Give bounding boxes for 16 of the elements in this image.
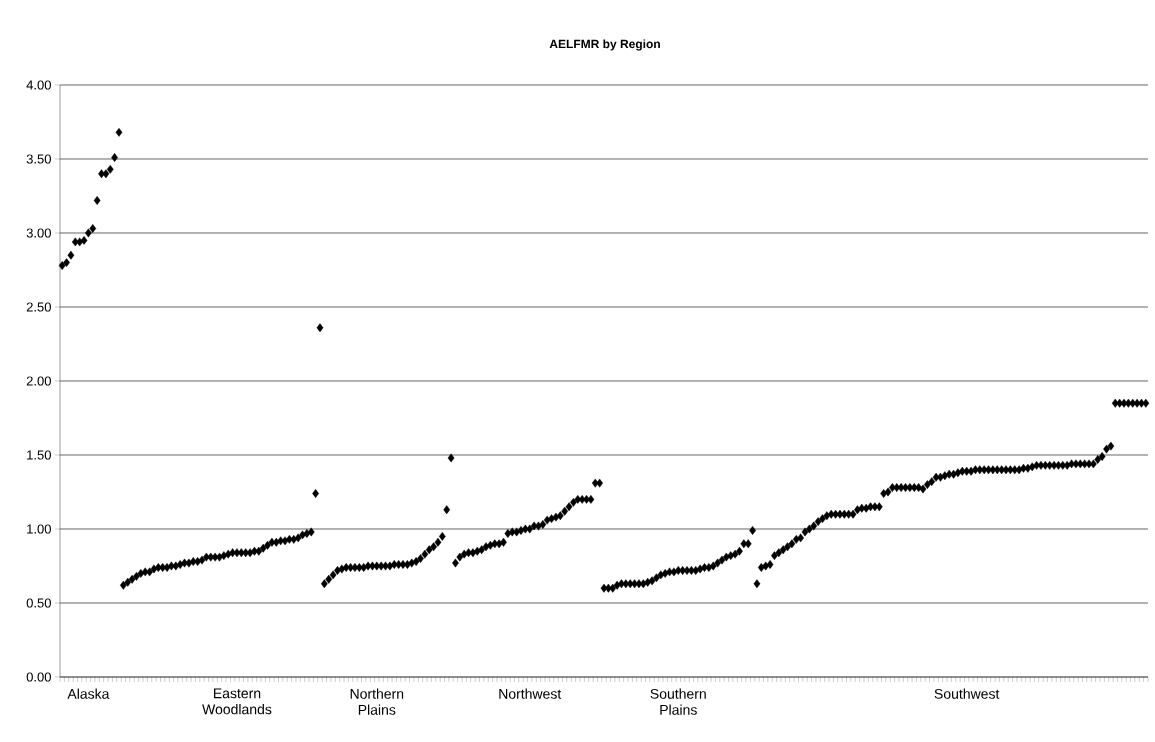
y-tick-label: 3.50 [26, 154, 51, 164]
y-tick-label: 1.50 [27, 450, 51, 460]
y-tick-label: 2.50 [26, 302, 51, 312]
y-tick-label: 0.00 [26, 672, 51, 682]
x-tick-label: Eastern Woodlands [202, 688, 272, 715]
x-tick-label: Northern Plains [350, 688, 404, 715]
y-tick-label: 2.00 [26, 376, 51, 386]
x-tick-label: Alaska [67, 688, 110, 699]
y-tick-label: 1.00 [27, 524, 51, 534]
chart-title: AELFMR by Region [549, 39, 660, 51]
x-tick-label: Southwest [934, 688, 1000, 699]
x-tick-label: Southern Plains [650, 688, 706, 715]
x-tick-label: Northwest [499, 688, 562, 699]
y-tick-label: 4.00 [26, 80, 51, 90]
y-tick-label: 0.50 [26, 598, 51, 608]
y-tick-label: 3.00 [26, 228, 51, 238]
